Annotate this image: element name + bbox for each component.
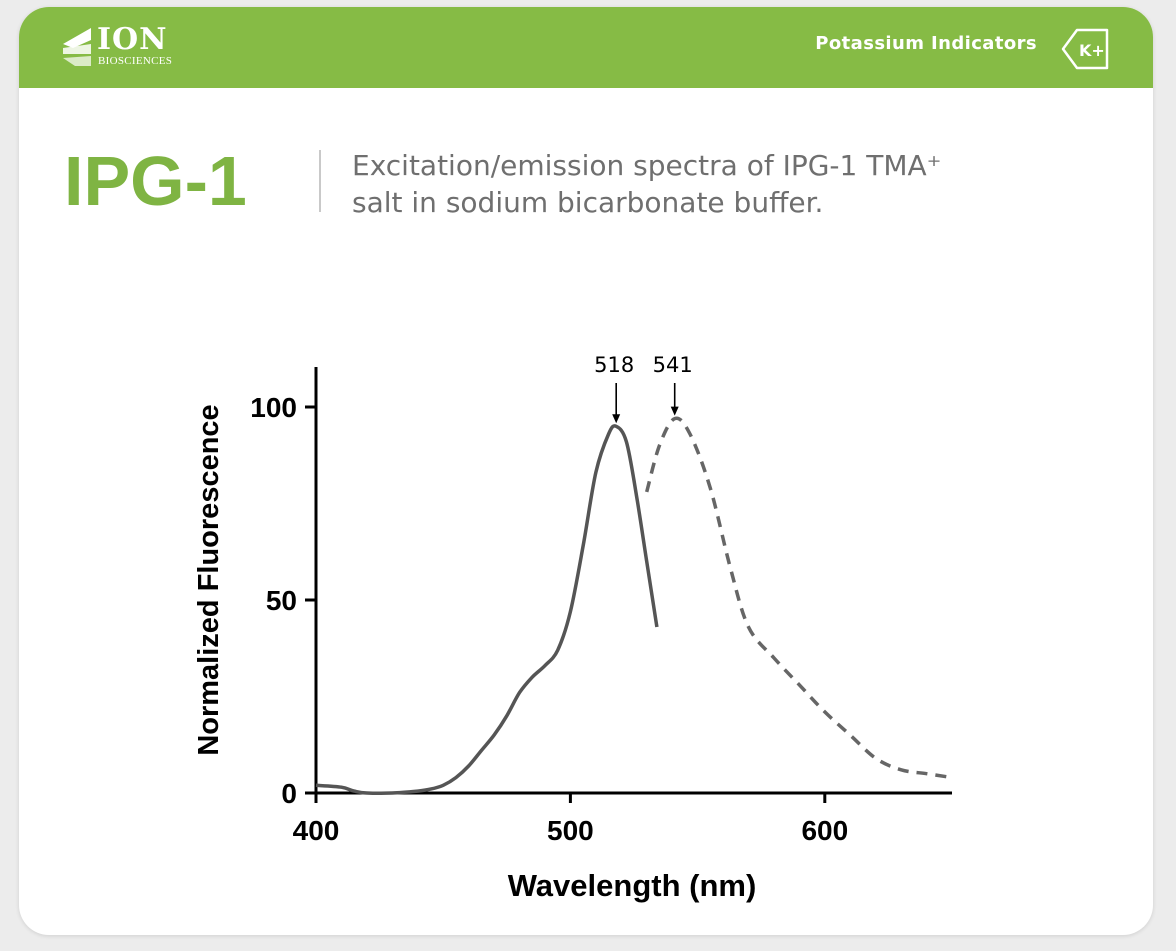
figure-description: Excitation/emission spectra of IPG-1 TMA… (352, 147, 1112, 221)
product-title: IPG-1 (64, 142, 247, 220)
logo-subtext: BIOSCIENCES (98, 55, 173, 67)
potassium-badge-label: K+ (1079, 41, 1105, 60)
logo-wordmark: ION (97, 22, 168, 57)
peak-label-518: 518 (594, 353, 634, 377)
x-tick-label: 400 (293, 815, 340, 846)
logo-mark-icon (63, 28, 91, 66)
chart-axes: 400 500 600 0 50 100 Wavelength (nm) Normalized… (193, 367, 952, 903)
excitation-curve (315, 424, 659, 795)
x-axis-title: Wavelength (nm) (508, 868, 757, 903)
peak-arrow-head (670, 406, 679, 416)
y-tick-label: 100 (250, 392, 297, 423)
x-tick-label: 500 (547, 815, 594, 846)
y-tick-label: 0 (281, 778, 297, 809)
description-line-1: Excitation/emission spectra of IPG-1 TMA… (352, 149, 942, 182)
figure-card: ION BIOSCIENCES Potassium Indicators K+ … (19, 7, 1153, 935)
peak-arrow-head (612, 414, 621, 424)
potassium-badge-icon: K+ (1061, 28, 1109, 70)
ion-biosciences-logo[interactable]: ION BIOSCIENCES (61, 22, 221, 72)
title-divider (319, 150, 321, 212)
section-title: Potassium Indicators (815, 33, 1037, 54)
chart-annotations: 518 541 (594, 353, 693, 424)
x-tick-label: 600 (801, 815, 848, 846)
y-axis-title: Normalized Fluorescence (193, 404, 225, 755)
emission-curve (645, 416, 953, 780)
description-line-2: salt in sodium bicarbonate buffer. (352, 186, 824, 219)
y-tick-label: 50 (266, 585, 297, 616)
chart-series (315, 416, 953, 795)
peak-label-541: 541 (653, 353, 693, 377)
header-banner: ION BIOSCIENCES Potassium Indicators K+ (19, 7, 1153, 88)
